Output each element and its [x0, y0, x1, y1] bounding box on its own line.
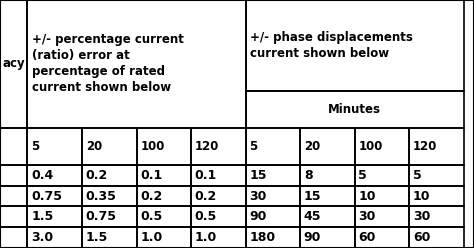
Text: 10: 10 [413, 189, 430, 203]
Text: 0.2: 0.2 [195, 189, 217, 203]
Text: 120: 120 [195, 140, 219, 153]
Text: 5: 5 [358, 169, 367, 182]
Text: 0.35: 0.35 [86, 189, 117, 203]
Text: 0.75: 0.75 [86, 210, 117, 223]
Text: 20: 20 [304, 140, 320, 153]
Text: 15: 15 [249, 169, 267, 182]
Text: 10: 10 [358, 189, 376, 203]
Text: 0.5: 0.5 [195, 210, 217, 223]
Text: 90: 90 [304, 231, 321, 244]
Text: 5: 5 [31, 140, 39, 153]
Text: 8: 8 [304, 169, 312, 182]
Text: 3.0: 3.0 [31, 231, 54, 244]
Text: 60: 60 [413, 231, 430, 244]
Text: 0.5: 0.5 [140, 210, 163, 223]
Text: +/- phase displacements
current shown below: +/- phase displacements current shown be… [250, 31, 413, 60]
Text: 100: 100 [140, 140, 164, 153]
Text: acy: acy [2, 57, 25, 70]
Text: 1.5: 1.5 [86, 231, 108, 244]
Text: 0.2: 0.2 [140, 189, 163, 203]
Text: 1.0: 1.0 [140, 231, 163, 244]
Text: 5: 5 [249, 140, 257, 153]
Text: 0.1: 0.1 [140, 169, 163, 182]
Text: Minutes: Minutes [328, 103, 381, 116]
Text: 1.5: 1.5 [31, 210, 54, 223]
Text: 60: 60 [358, 231, 376, 244]
Text: 30: 30 [358, 210, 376, 223]
Text: 1.0: 1.0 [195, 231, 217, 244]
Text: 20: 20 [86, 140, 102, 153]
Text: 15: 15 [304, 189, 321, 203]
Text: 90: 90 [249, 210, 267, 223]
Text: 0.2: 0.2 [86, 169, 108, 182]
Text: 30: 30 [413, 210, 430, 223]
Text: +/- percentage current
(ratio) error at
percentage of rated
current shown below: +/- percentage current (ratio) error at … [32, 33, 184, 94]
Text: 45: 45 [304, 210, 321, 223]
Text: 120: 120 [413, 140, 437, 153]
Text: 5: 5 [413, 169, 421, 182]
Text: 0.75: 0.75 [31, 189, 62, 203]
Text: 180: 180 [249, 231, 275, 244]
Text: 0.1: 0.1 [195, 169, 217, 182]
Text: 0.4: 0.4 [31, 169, 54, 182]
Text: 30: 30 [249, 189, 267, 203]
Text: 100: 100 [358, 140, 383, 153]
